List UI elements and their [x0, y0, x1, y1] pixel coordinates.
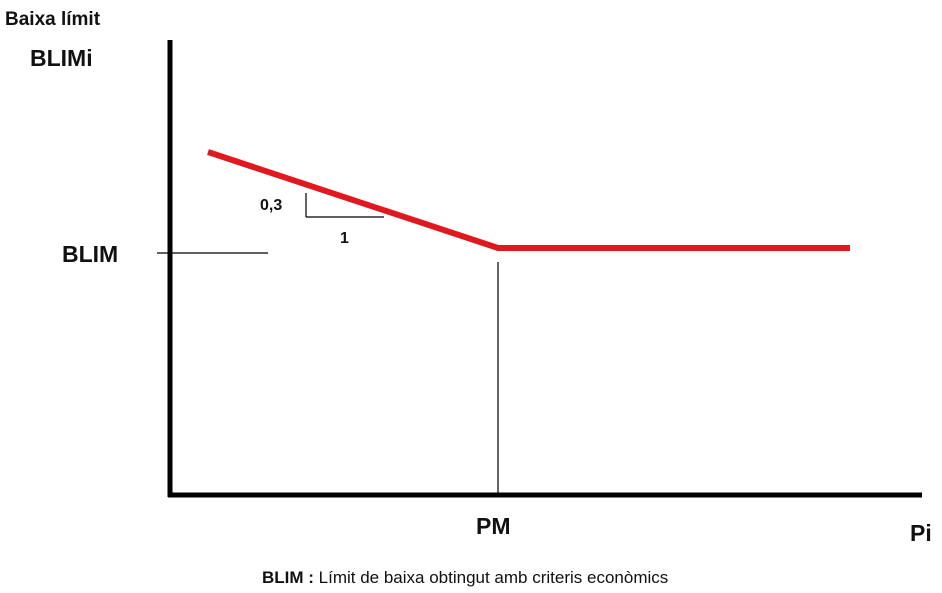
- blim-label: BLIM: [62, 241, 118, 267]
- x-axis-title: Pi: [910, 520, 932, 546]
- y-axis-title-top: Baixa límit: [5, 9, 101, 30]
- footnote: BLIM : Límit de baixa obtingut amb crite…: [262, 568, 668, 588]
- y-axis-title: BLIMi: [30, 45, 93, 71]
- slope-run-label: 1: [340, 230, 349, 247]
- pm-label: PM: [476, 513, 511, 539]
- footnote-text: Límit de baixa obtingut amb criteris eco…: [318, 568, 669, 587]
- footnote-separator: :: [303, 568, 319, 587]
- slope-rise-label: 0,3: [260, 197, 282, 214]
- footnote-term: BLIM: [262, 568, 304, 587]
- series-line: [207, 149, 850, 251]
